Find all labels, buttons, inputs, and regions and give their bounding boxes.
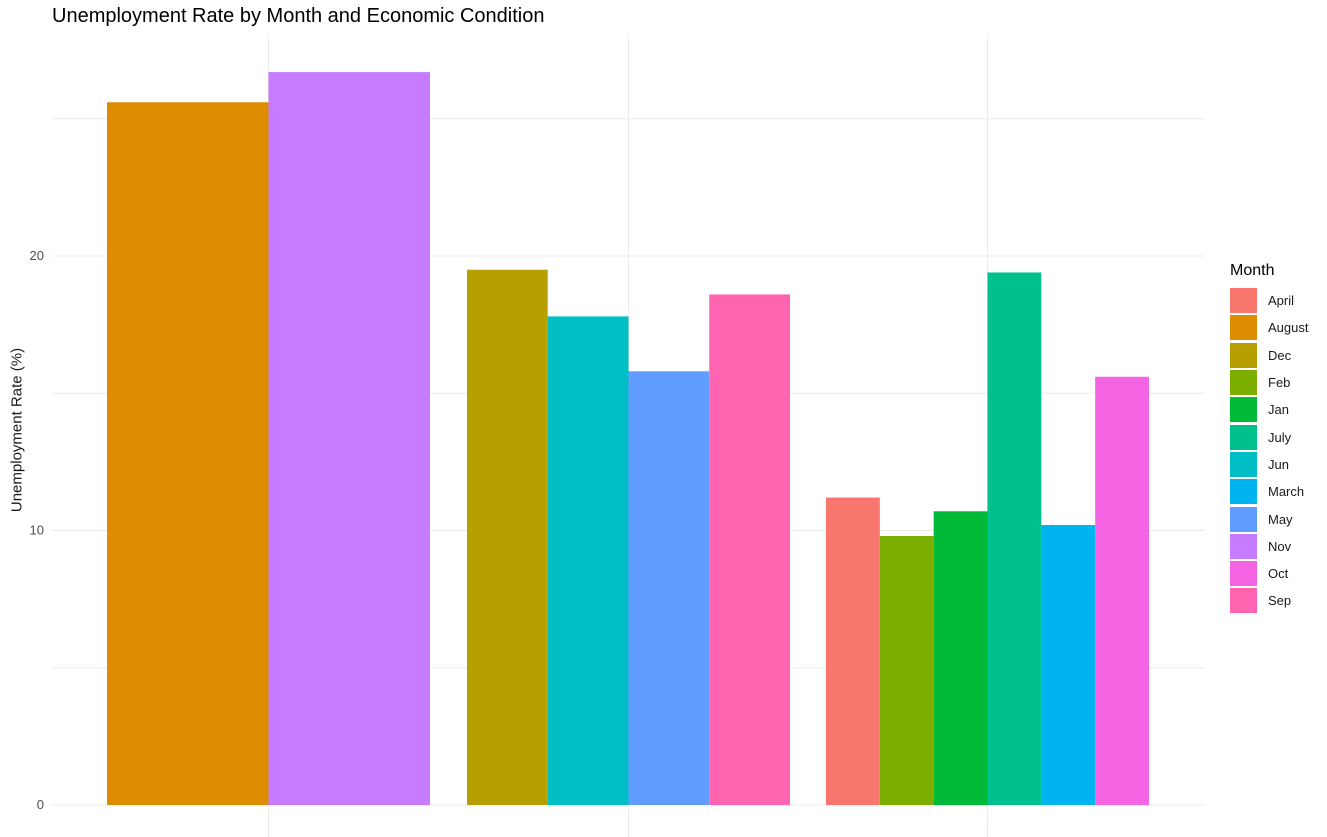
legend-label: Nov xyxy=(1268,538,1292,554)
legend-label: Sep xyxy=(1268,593,1292,609)
legend-label: Oct xyxy=(1268,566,1289,582)
legend-label: July xyxy=(1268,429,1292,445)
legend-item-nov: Nov xyxy=(1230,533,1308,560)
legend-swatch xyxy=(1230,588,1257,614)
legend: Month April August Dec Feb Jan July Jun March Ma… xyxy=(1230,262,1308,615)
legend-label: Feb xyxy=(1268,375,1291,391)
bar-group-3-july xyxy=(987,272,1042,806)
legend-label: Dec xyxy=(1268,347,1292,363)
legend-swatch xyxy=(1230,561,1257,587)
legend-swatch xyxy=(1230,506,1257,532)
legend-swatch xyxy=(1230,288,1257,314)
legend-item-jan: Jan xyxy=(1230,396,1308,423)
legend-swatch xyxy=(1230,424,1257,450)
legend-label: Jan xyxy=(1268,402,1289,418)
legend-item-sep: Sep xyxy=(1230,587,1308,614)
bar-group-1-nov xyxy=(268,72,430,805)
legend-label: March xyxy=(1268,484,1305,500)
bar-group-2-jun xyxy=(547,316,629,805)
legend-title: Month xyxy=(1230,262,1275,279)
legend-label: May xyxy=(1268,511,1293,527)
legend-items: April August Dec Feb Jan July Jun March May Nov Oc… xyxy=(1230,287,1308,615)
bar-group-2-dec xyxy=(467,269,548,806)
legend-swatch xyxy=(1230,479,1257,505)
bar-group-3-april xyxy=(826,497,880,805)
bar-group-3-feb xyxy=(879,535,934,805)
legend-item-august: August xyxy=(1230,314,1308,341)
legend-swatch xyxy=(1230,315,1257,341)
legend-item-oct: Oct xyxy=(1230,560,1308,587)
legend-item-may: May xyxy=(1230,505,1308,532)
legend-swatch xyxy=(1230,397,1257,423)
legend-swatch xyxy=(1230,451,1257,477)
y-tick-label-20: 20 xyxy=(30,248,44,263)
legend-item-july: July xyxy=(1230,423,1308,450)
legend-item-april: April xyxy=(1230,287,1308,314)
bar-group-3-jan xyxy=(933,511,988,805)
chart-title: Unemployment Rate by Month and Economic … xyxy=(52,5,545,27)
bars xyxy=(107,72,1149,806)
y-axis-ticks: 0 10 20 xyxy=(30,248,44,812)
legend-swatch xyxy=(1230,342,1257,368)
legend-label: April xyxy=(1268,293,1295,309)
legend-swatch xyxy=(1230,533,1257,559)
legend-swatch xyxy=(1230,370,1257,396)
legend-item-march: March xyxy=(1230,478,1308,505)
bar-group-2-may xyxy=(628,371,710,805)
bar-group-1-august xyxy=(107,102,269,805)
bar-group-2-sep xyxy=(709,294,790,805)
bar-group-3-march xyxy=(1041,525,1096,805)
legend-item-jun: Jun xyxy=(1230,451,1308,478)
legend-label: August xyxy=(1268,320,1309,336)
y-tick-label-10: 10 xyxy=(30,523,44,538)
bar-group-3-oct xyxy=(1095,376,1149,805)
legend-item-feb: Feb xyxy=(1230,369,1308,396)
y-tick-label-0: 0 xyxy=(37,797,44,812)
legend-item-dec: Dec xyxy=(1230,342,1308,369)
legend-label: Jun xyxy=(1268,456,1289,472)
